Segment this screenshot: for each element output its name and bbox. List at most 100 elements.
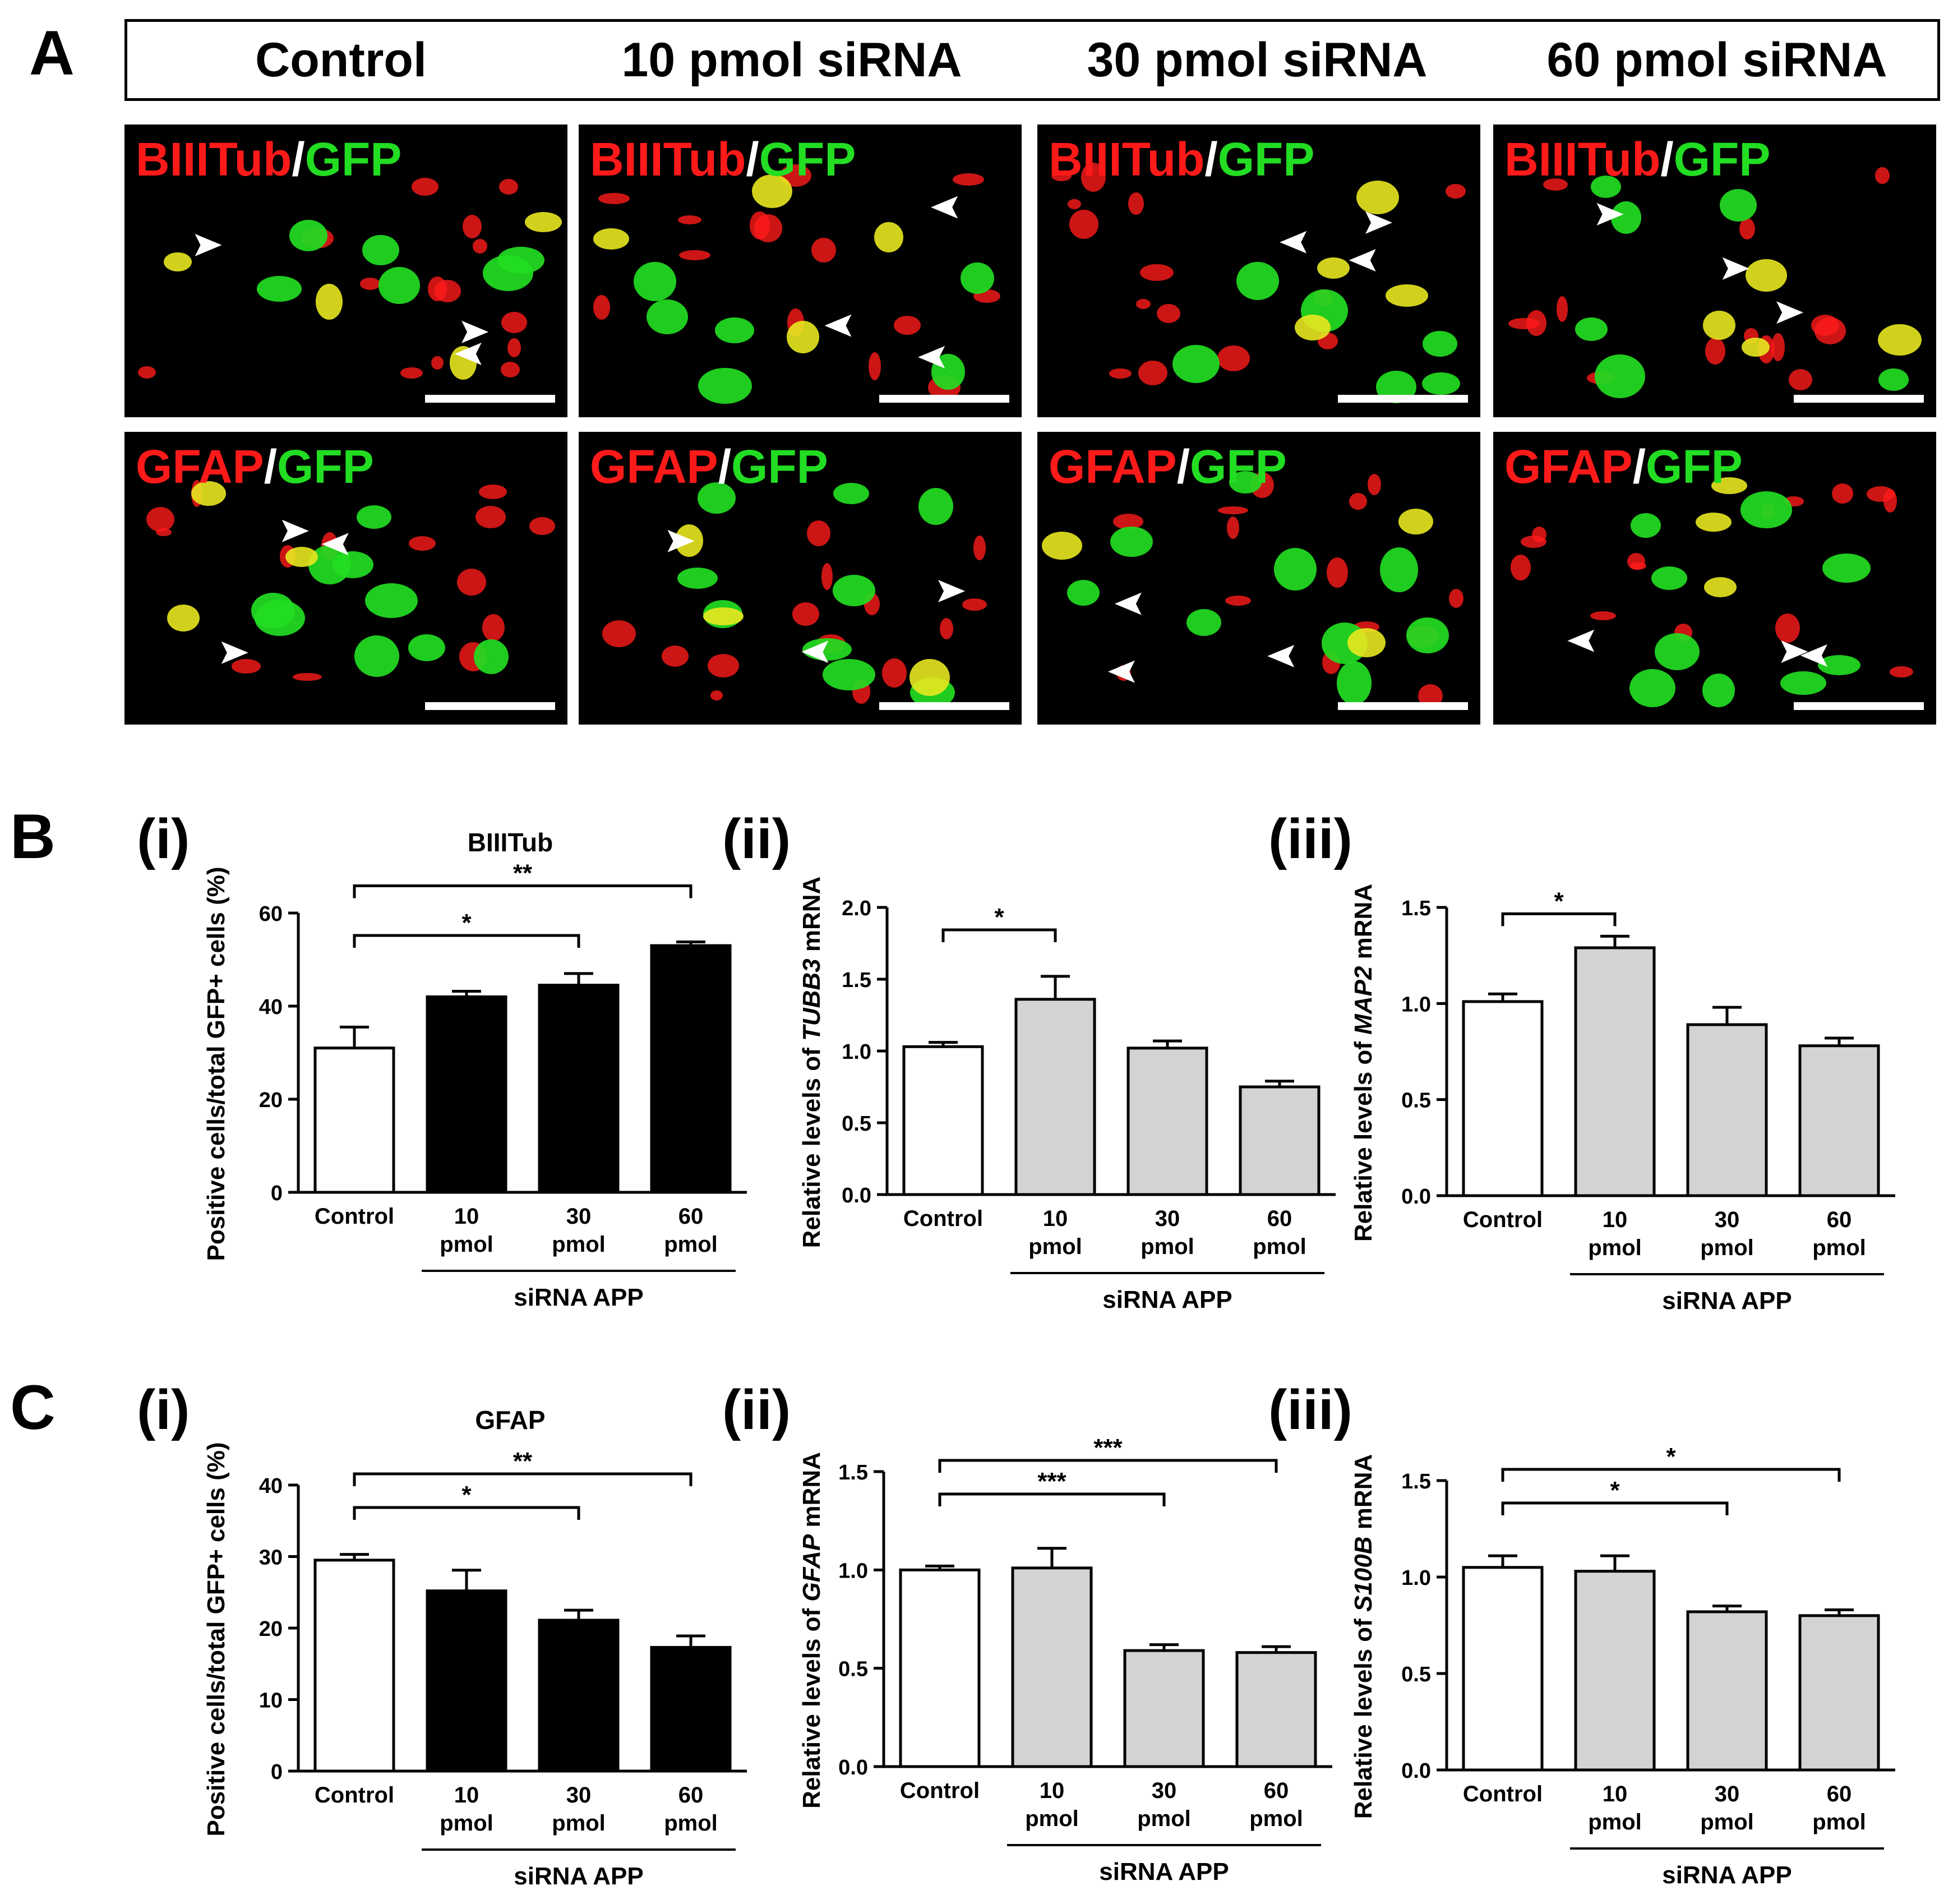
y-axis-label-part: mRNA xyxy=(798,877,825,959)
bar xyxy=(426,995,507,1194)
bar xyxy=(1798,1044,1880,1197)
x-tick-label: 60 xyxy=(1827,1782,1852,1806)
y-tick-label: 20 xyxy=(259,1089,283,1112)
group-label: siRNA APP xyxy=(514,1862,643,1890)
chart-title: GFAP xyxy=(475,1405,545,1435)
micrograph-biiitub-60pmol: BIIITub/GFP xyxy=(1493,125,1936,417)
micrograph-biiitub-control: BIIITub/GFP xyxy=(124,125,567,417)
x-tick-label: Control xyxy=(315,1204,394,1229)
x-tick-label: pmol xyxy=(1137,1806,1191,1831)
significance-bracket xyxy=(353,934,580,948)
header-60pmol: 60 pmol siRNA xyxy=(1546,33,1887,87)
stain-label: GFAP/GFP xyxy=(136,440,374,494)
x-tick-label: Control xyxy=(900,1778,980,1803)
y-tick-label: 0 xyxy=(271,1182,283,1205)
x-tick-label: 10 xyxy=(454,1204,479,1229)
bar xyxy=(426,1589,507,1773)
y-tick-label: 30 xyxy=(259,1546,283,1570)
x-tick-label: pmol xyxy=(664,1811,718,1836)
bar xyxy=(1014,998,1096,1196)
stain-label-sep: / xyxy=(264,440,278,493)
y-axis-label-part: mRNA xyxy=(1350,1454,1377,1537)
stain-label-sep: / xyxy=(1632,440,1646,493)
x-tick-label: pmol xyxy=(1700,1235,1754,1260)
bar xyxy=(899,1568,981,1768)
stain-label-reporter: GFP xyxy=(277,440,374,493)
y-axis-label-part: Relative levels of xyxy=(1350,1612,1377,1819)
y-tick-label: 40 xyxy=(259,995,283,1019)
x-tick-label: 10 xyxy=(1043,1206,1068,1231)
micrograph-gfap-30pmol: GFAP/GFP xyxy=(1037,432,1480,725)
significance-label: * xyxy=(461,909,472,937)
y-tick-label: 0.0 xyxy=(838,1756,868,1779)
panel-a: A Control 10 pmol siRNA 30 pmol siRNA 60… xyxy=(0,0,1953,752)
y-tick-label: 0.5 xyxy=(838,1658,868,1681)
x-tick-label: pmol xyxy=(1812,1810,1866,1834)
stain-label-marker: BIIITub xyxy=(136,133,292,186)
header-control: Control xyxy=(255,33,427,87)
arrowhead-marker xyxy=(195,233,222,256)
significance-bracket xyxy=(1501,1468,1841,1482)
scale-bar xyxy=(1794,702,1924,710)
panel-letter-a: A xyxy=(29,18,75,88)
bar xyxy=(1686,1023,1768,1197)
panel-letter-c: C xyxy=(10,1372,56,1442)
y-axis-label-part: mRNA xyxy=(1350,884,1377,966)
scale-bar xyxy=(1338,395,1468,403)
bar xyxy=(313,1559,395,1773)
y-tick-label: 1.5 xyxy=(1401,1470,1431,1493)
scale-bar xyxy=(425,702,555,710)
group-label: siRNA APP xyxy=(1662,1287,1792,1315)
y-axis-label: Relative levels of TUBB3 mRNA xyxy=(798,877,825,1248)
group-label: siRNA APP xyxy=(1099,1858,1229,1885)
stain-label-reporter: GFP xyxy=(1673,133,1771,186)
x-tick-label: pmol xyxy=(1025,1806,1079,1831)
bar xyxy=(902,1045,984,1196)
bar xyxy=(313,1046,395,1194)
significance-bracket xyxy=(353,1506,580,1520)
x-tick-label: pmol xyxy=(1588,1235,1642,1260)
arrowhead-marker xyxy=(1114,592,1142,615)
stain-label-reporter: GFP xyxy=(1217,133,1315,186)
chart-b-iii: (iii) 0.0 0.5 1.0 1.5 Relative levels of MAP2… xyxy=(1268,808,1895,1315)
arrowhead-marker xyxy=(454,342,482,365)
cell-bodies xyxy=(593,164,1000,404)
arrowhead-marker xyxy=(1280,230,1307,253)
x-tick-label: pmol xyxy=(1588,1810,1642,1834)
stain-label-marker: BIIITub xyxy=(1504,133,1661,186)
micrograph-gfap-10pmol: GFAP/GFP xyxy=(579,432,1022,725)
arrowhead-marker xyxy=(1596,203,1624,226)
x-tick-label: pmol xyxy=(1812,1235,1866,1260)
bar xyxy=(1239,1085,1321,1196)
bar xyxy=(1235,1651,1317,1768)
x-tick-label: pmol xyxy=(1028,1234,1082,1259)
x-tick-label: 30 xyxy=(1715,1782,1740,1806)
bar xyxy=(538,1619,620,1773)
arrowhead-marker xyxy=(1108,660,1135,683)
y-axis-label-part: Relative levels of xyxy=(798,1041,825,1248)
x-tick-label: pmol xyxy=(1141,1234,1194,1259)
chart-b-i: (i) BIIITub 0 20 40 60 Positive cells/total GF… xyxy=(137,808,747,1311)
stain-label: GFAP/GFP xyxy=(1049,440,1287,494)
cell-bodies xyxy=(1508,167,1922,398)
y-axis-label: Positive cells/total GFP+ cells (%) xyxy=(202,1442,230,1836)
stain-label: BIIITub/GFP xyxy=(590,132,856,187)
y-tick-label: 0.0 xyxy=(1401,1759,1431,1783)
significance-label: * xyxy=(1554,887,1564,915)
y-tick-label: 1.5 xyxy=(1401,897,1431,920)
x-tick-label: 60 xyxy=(678,1204,704,1229)
scale-bar xyxy=(1794,395,1924,403)
bar xyxy=(1574,1570,1656,1772)
stain-label-sep: / xyxy=(1176,440,1190,493)
stain-label-reporter: GFP xyxy=(1646,440,1743,493)
stain-label: GFAP/GFP xyxy=(590,440,828,494)
chart-c-ii: (ii) 0.0 0.5 1.0 1.5 Relative levels of GFAP … xyxy=(722,1379,1332,1885)
x-tick-label: pmol xyxy=(440,1232,493,1257)
y-tick-label: 1.5 xyxy=(838,1461,868,1485)
x-tick-label: Control xyxy=(315,1783,394,1808)
arrowhead-marker xyxy=(931,196,958,219)
subpanel-label: (i) xyxy=(137,1379,190,1441)
stain-label-sep: / xyxy=(1660,133,1674,186)
cell-bodies xyxy=(138,178,562,380)
x-tick-label: 60 xyxy=(1267,1206,1292,1231)
